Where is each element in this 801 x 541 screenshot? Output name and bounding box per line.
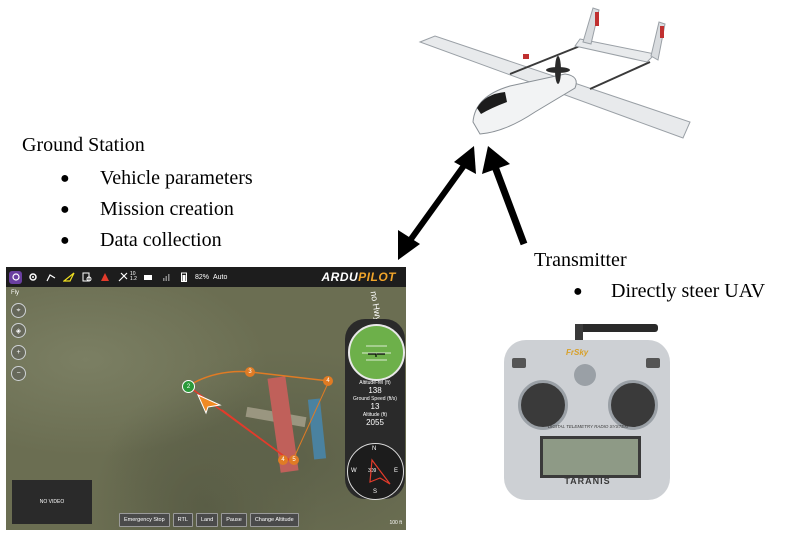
bullet-item: ● Mission creation xyxy=(60,198,234,220)
heading-value: 309 xyxy=(368,468,377,474)
zoom-out-button[interactable]: − xyxy=(11,366,26,381)
uplink-arrow-icon xyxy=(482,146,528,246)
gps-readout: 10 1.2 xyxy=(130,272,137,282)
uav-airplane-image xyxy=(418,7,691,139)
sat-count: 10 xyxy=(130,271,136,277)
lcd-screen xyxy=(540,436,641,478)
land-button[interactable]: Land xyxy=(195,513,219,527)
gps-icon[interactable] xyxy=(116,270,130,284)
change-altitude-button[interactable]: Change Altitude xyxy=(249,513,299,527)
bullet-text: Vehicle parameters xyxy=(100,167,253,189)
fly-icon[interactable] xyxy=(62,270,76,284)
action-bar: Emergency Stop RTL Land Pause Change Alt… xyxy=(119,513,299,527)
ground-station-title: Ground Station xyxy=(22,134,145,156)
telemetry-readout: Altitude-rel (ft) 138 Ground Speed (ft/s… xyxy=(347,380,403,428)
left-gimbal-stick[interactable] xyxy=(518,380,568,430)
plan-icon[interactable] xyxy=(44,270,58,284)
waypoint-marker[interactable]: 4 xyxy=(278,455,288,465)
ground-station-bullets: ● Vehicle parameters ● Mission creation ● D… xyxy=(60,163,253,256)
center-knob[interactable] xyxy=(574,364,596,386)
altitude-rel-value: 138 xyxy=(368,386,382,395)
double-arrow-icon xyxy=(398,146,476,260)
ground-speed-label: Ground Speed (ft/s) xyxy=(353,396,397,402)
bullet-text: Mission creation xyxy=(100,198,234,220)
logo-accent: PILOT xyxy=(358,270,396,284)
ground-station-screenshot: no Hwy 2 3 4 4 5 10 1.2 82% Auto ARDUPILO… xyxy=(6,267,406,530)
rc-icon[interactable] xyxy=(141,270,155,284)
transmitter-bullet: ● Directly steer UAV xyxy=(573,280,766,302)
radio-subtitle: DIGITAL TELEMETRY RADIO SYSTEM xyxy=(547,424,629,429)
ardupilot-logo: ARDUPILOT xyxy=(321,270,396,284)
bullet-text: Directly steer UAV xyxy=(611,280,766,302)
right-gimbal-stick[interactable] xyxy=(608,380,658,430)
pause-button[interactable]: Pause xyxy=(221,513,247,527)
zoom-in-button[interactable]: + xyxy=(11,345,26,360)
waypoint-marker[interactable]: 4 xyxy=(323,376,333,386)
bullet-item: ● Data collection xyxy=(60,229,222,251)
switch-sa[interactable] xyxy=(512,358,526,368)
compass: N W E S 309 xyxy=(347,443,404,500)
radio-brand: FrSky xyxy=(566,348,589,357)
vehicle-arrow-icon xyxy=(197,394,222,415)
hdop-value: 1.2 xyxy=(130,276,137,282)
settings-icon[interactable] xyxy=(26,270,40,284)
ground-speed-value: 13 xyxy=(370,402,380,411)
video-panel[interactable]: NO VIDEO xyxy=(12,480,92,524)
altitude-label: Altitude (ft) xyxy=(362,412,388,418)
rtl-button[interactable]: RTL xyxy=(172,513,193,527)
battery-percent: 82% xyxy=(194,273,209,281)
attitude-indicator xyxy=(348,324,405,381)
app-menu-icon[interactable] xyxy=(9,270,22,284)
heading-arrow-icon xyxy=(369,458,391,485)
logo-text: ARDU xyxy=(321,270,359,284)
waypoint-marker[interactable]: 3 xyxy=(245,367,255,377)
center-map-button[interactable]: ⌖ xyxy=(11,303,26,318)
emergency-stop-button[interactable]: Emergency Stop xyxy=(119,513,170,527)
signal-icon[interactable] xyxy=(159,270,173,284)
radio-model: TARANIS xyxy=(564,476,611,486)
bullet-item: ● Vehicle parameters xyxy=(60,167,253,189)
battery-icon[interactable] xyxy=(177,270,191,284)
map-layers-button[interactable]: ◈ xyxy=(11,323,26,338)
analyze-icon[interactable] xyxy=(80,270,94,284)
altitude-rel-label: Altitude-rel (ft) xyxy=(359,380,391,386)
flight-mode[interactable]: Auto xyxy=(212,273,228,281)
app-toolbar: 10 1.2 82% Auto ARDUPILOT xyxy=(6,267,406,287)
bullet-text: Data collection xyxy=(100,229,222,251)
waypoint-marker[interactable]: 5 xyxy=(289,455,299,465)
waypoint-marker[interactable]: 2 xyxy=(182,380,195,393)
altitude-value: 2055 xyxy=(366,418,384,427)
antenna-icon xyxy=(575,324,658,346)
radio-transmitter-image: FrSky DIGITAL TELEMETRY RADIO SYSTEM TAR… xyxy=(500,318,670,504)
fly-view-label: Fly xyxy=(11,290,19,296)
map-scale: 100 ft xyxy=(389,520,402,526)
switch-sd[interactable] xyxy=(646,358,660,368)
transmitter-title: Transmitter xyxy=(534,249,627,271)
warning-icon[interactable] xyxy=(98,270,112,284)
